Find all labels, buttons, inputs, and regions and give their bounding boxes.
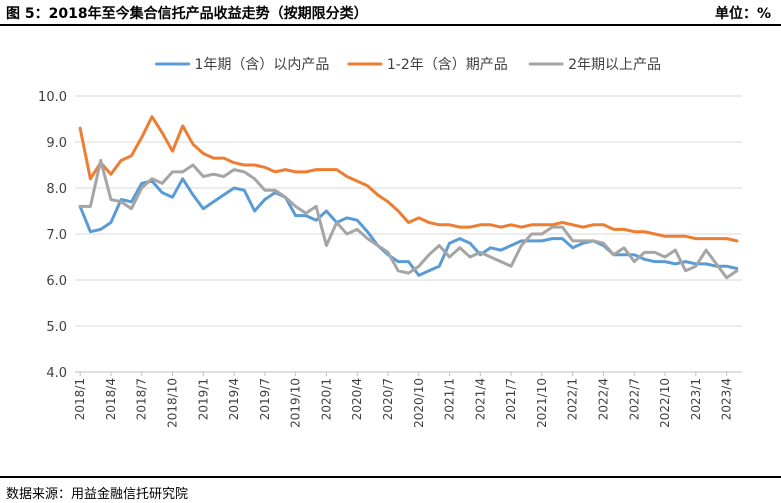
x-tick-label: 2018/1 xyxy=(73,378,87,420)
y-tick-label: 8.0 xyxy=(46,182,67,197)
x-tick-label: 2020/10 xyxy=(412,378,426,428)
line-chart: 10.0 9.0 8.0 7.0 6.0 5.0 4.0 2018/1 2018/4 2018/7… xyxy=(38,57,742,428)
x-tick-label: 2019/10 xyxy=(289,378,303,428)
x-tick-label: 2021/4 xyxy=(473,378,487,420)
y-tick-label: 5.0 xyxy=(46,320,67,335)
y-tick-label: 7.0 xyxy=(46,228,67,243)
x-tick-label: 2020/7 xyxy=(381,378,395,420)
x-tick-label: 2018/10 xyxy=(165,378,179,428)
y-tick-label: 10.0 xyxy=(38,90,67,105)
x-tick-label: 2020/4 xyxy=(350,378,364,420)
unit-label: 单位：% xyxy=(714,6,771,22)
series-line-1 xyxy=(78,177,739,277)
legend-label: 1-2年（含）期产品 xyxy=(387,57,508,73)
legend-item-2: 1-2年（含）期产品 xyxy=(347,57,508,73)
x-tick-label: 2019/4 xyxy=(227,378,241,420)
y-tick-label: 4.0 xyxy=(46,366,67,381)
x-tick-label: 2022/10 xyxy=(658,378,672,428)
x-tick-label: 2019/7 xyxy=(258,378,272,420)
y-tick-label: 6.0 xyxy=(46,274,67,289)
x-tick-label: 2022/7 xyxy=(627,378,641,420)
series-line-2 xyxy=(78,115,739,243)
x-tick-label: 2021/7 xyxy=(504,378,518,420)
data-source: 数据来源：用益金融信托研究院 xyxy=(6,487,189,502)
figure-footer: 数据来源：用益金融信托研究院 xyxy=(0,476,781,503)
x-tick-label: 2018/7 xyxy=(135,378,149,420)
x-tick-label: 2018/4 xyxy=(104,378,118,420)
x-tick-label: 2021/10 xyxy=(535,378,549,428)
x-tick-label: 2022/1 xyxy=(566,378,580,420)
legend-item-1: 1年期（含）以内产品 xyxy=(155,57,330,73)
x-tick-label: 2019/1 xyxy=(196,378,210,420)
legend-label: 2年期以上产品 xyxy=(568,57,661,73)
x-tick-label: 2020/1 xyxy=(319,378,333,420)
figure-header: 图 5：2018年至今集合信托产品收益走势（按期限分类） 单位：% xyxy=(0,0,781,26)
legend-label: 1年期（含）以内产品 xyxy=(195,57,330,73)
y-tick-label: 9.0 xyxy=(46,136,67,151)
series-line-3 xyxy=(78,158,739,280)
x-tick-label: 2022/4 xyxy=(596,378,610,420)
figure-title: 图 5：2018年至今集合信托产品收益走势（按期限分类） xyxy=(6,6,368,22)
legend-item-3: 2年期以上产品 xyxy=(528,57,661,73)
x-tick-label: 2023/1 xyxy=(689,378,703,420)
x-tick-label: 2023/4 xyxy=(720,378,734,420)
x-tick-label: 2021/1 xyxy=(443,378,457,420)
